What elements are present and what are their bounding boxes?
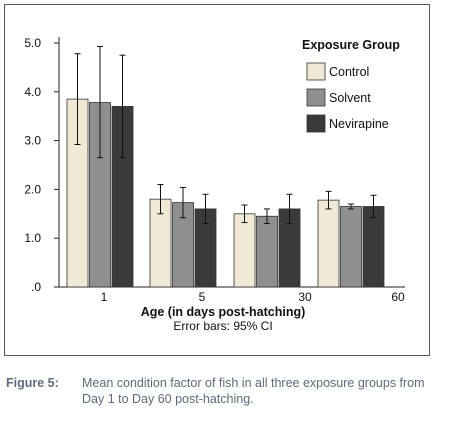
legend-swatch — [306, 114, 326, 133]
bar — [362, 206, 385, 288]
legend-label: Control — [329, 65, 369, 79]
x-tick-label: 60 — [391, 290, 405, 304]
bar — [256, 215, 278, 288]
chart-frame: .0 1.0 2.0 3.0 4.0 5.0 1 5 30 60 Age (in days post… — [4, 4, 430, 356]
y-tick-label: 2.0 — [24, 182, 41, 196]
legend-swatch — [306, 62, 326, 81]
bar — [340, 206, 362, 288]
legend-label: Nevirapine — [329, 117, 389, 131]
figure-caption: Figure 5: Mean condition factor of fish … — [6, 375, 446, 407]
legend-swatch — [306, 88, 326, 107]
y-tick-label: 4.0 — [24, 85, 41, 99]
x-tick-label: 5 — [199, 290, 206, 304]
x-axis-label: Age (in days post-hatching) — [141, 305, 306, 319]
x-tick-label: 30 — [298, 290, 312, 304]
y-tick-label: 5.0 — [24, 36, 41, 50]
caption-label: Figure 5: — [6, 376, 59, 390]
bar — [233, 213, 256, 288]
x-tick-label: 1 — [101, 290, 108, 304]
legend-label: Solvent — [329, 91, 371, 105]
y-tick-label: 3.0 — [24, 134, 41, 148]
x-axis-note: Error bars: 95% CI — [173, 319, 272, 333]
y-tick-label: 1.0 — [24, 231, 41, 245]
legend-title: Exposure Group — [302, 38, 400, 52]
y-tick-label: .0 — [31, 280, 41, 294]
caption-text: Mean condition factor of fish in all thr… — [82, 376, 425, 406]
bar-chart: .0 1.0 2.0 3.0 4.0 5.0 1 5 30 60 Age (in days post… — [24, 36, 405, 333]
bar — [317, 199, 340, 288]
